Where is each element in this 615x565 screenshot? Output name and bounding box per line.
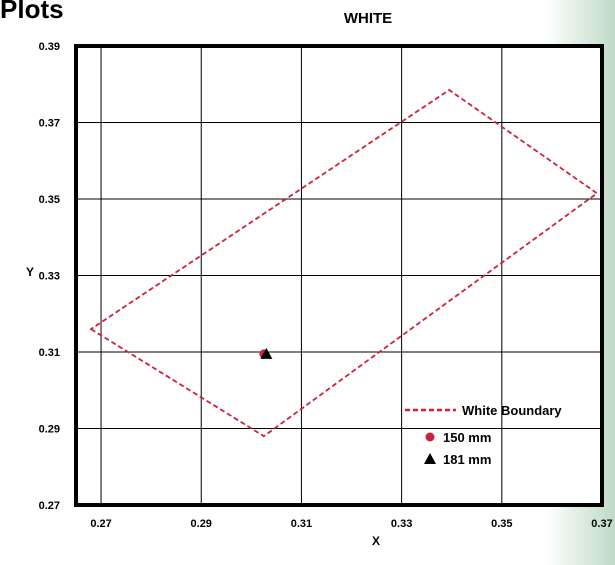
y-tick-label: 0.31 [39,347,60,359]
series-layer [89,88,599,438]
plot-frame [74,44,604,507]
y-tick-label: 0.35 [39,194,60,206]
tick-labels: 0.27 0.29 0.31 0.33 0.35 0.37 0.27 0.29 0.31 0.33… [39,41,613,530]
legend-label-150mm: 150 mm [443,430,491,445]
x-tick-label: 0.29 [191,518,212,530]
legend-label-boundary: White Boundary [462,403,562,418]
point-181mm [260,347,273,359]
y-tick-label: 0.33 [39,271,60,283]
legend: White Boundary 150 mm 181 mm [405,403,562,467]
y-tick-label: 0.29 [39,424,60,436]
legend-label-181mm: 181 mm [443,452,491,467]
x-tick-label: 0.33 [391,518,412,530]
y-tick-label: 0.37 [39,118,60,130]
x-tick-label: 0.27 [90,518,111,530]
y-axis-label: Y [26,265,34,279]
grid [76,46,602,505]
page-heading: Plots [0,0,64,24]
x-tick-label: 0.35 [491,518,512,530]
x-tick-label: 0.37 [591,518,612,530]
white-boundary-polygon [89,88,599,438]
legend-swatch-150mm [425,432,435,442]
x-axis-label: X [372,534,380,548]
y-tick-label: 0.27 [39,500,60,512]
y-tick-label: 0.39 [39,41,60,53]
legend-swatch-181mm [424,453,436,464]
x-tick-label: 0.31 [291,518,312,530]
chart-title: WHITE [344,10,392,27]
